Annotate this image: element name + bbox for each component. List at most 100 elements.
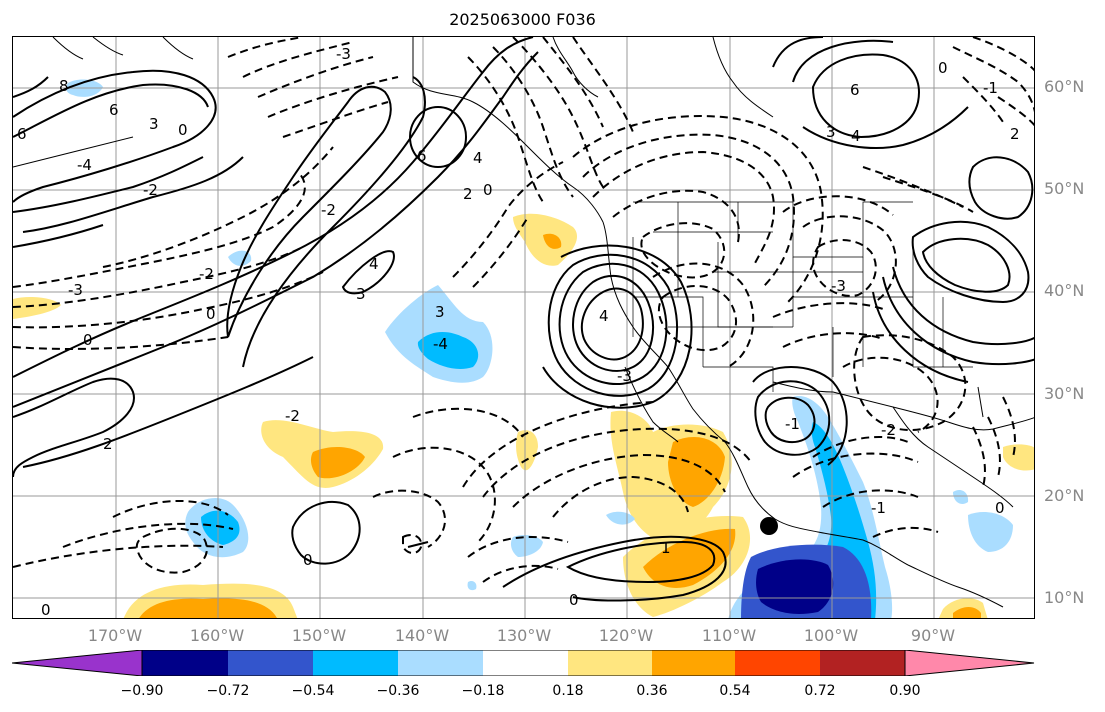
contour-label: 3: [826, 123, 836, 141]
solid-contours: [13, 37, 1034, 602]
warm-anomaly-baja-core: [668, 437, 725, 507]
colorbar-segment: [228, 650, 313, 676]
map-canvas: -3 8 6 6 3 0 -4 -2 6 4 2 0 -2 -3 0 4 3 -…: [13, 37, 1034, 619]
colorbar-tick: 0.90: [889, 683, 921, 699]
warm-anomaly-central-core: [310, 446, 365, 479]
contour-label: 0: [83, 331, 93, 349]
colorbar-tick: −0.18: [461, 683, 505, 699]
lon-label: 170°W: [87, 626, 143, 645]
warm-anomaly-coast-core: [543, 233, 562, 249]
warm-anomaly-east: [1003, 444, 1034, 471]
contour-label: 4: [851, 127, 861, 145]
colorbar-segment: [398, 650, 483, 676]
colorbar-min-extend: [12, 650, 143, 676]
cool-anomaly-west-core: [201, 510, 240, 545]
shaded-anomalies: [13, 79, 1034, 618]
contour-label: 4: [473, 149, 483, 167]
contour-label: 6: [417, 147, 427, 165]
colorbar-segment: [735, 650, 820, 676]
contour-label: 6: [850, 81, 860, 99]
lon-label: 160°W: [189, 626, 245, 645]
colorbar-segment: [820, 650, 905, 676]
contour-label: -3: [831, 277, 846, 295]
warm-anomaly-small: [516, 430, 538, 471]
colorbar-tick: 0.54: [719, 683, 751, 699]
contour-label: -3: [68, 281, 83, 299]
colorbar-tick: 0.72: [804, 683, 836, 699]
contour-label: -4: [433, 335, 448, 353]
lon-label: 140°W: [394, 626, 450, 645]
colorbar-segment: [313, 650, 398, 676]
warm-anomaly-pacific-south-core: [139, 598, 277, 618]
contour-label: 3: [356, 285, 366, 303]
contour-label: 1: [661, 539, 671, 557]
contour-label: 3: [149, 115, 159, 133]
contour-label: 0: [569, 591, 579, 609]
contour-label: 2: [1010, 125, 1020, 143]
warm-anomaly-southeast-core: [953, 607, 981, 618]
contour-label: 4: [599, 307, 609, 325]
colorbar-segment: [568, 650, 652, 676]
coastlines: [13, 37, 1034, 608]
cool-anomaly-central-core: [417, 332, 479, 370]
cool-anomaly-tiny: [467, 580, 477, 591]
colorbar: [12, 650, 1035, 676]
colorbar-segment: [142, 650, 228, 676]
cool-anomaly-islands: [510, 534, 543, 557]
lat-label: 60°N: [1044, 77, 1085, 96]
lat-label: 30°N: [1044, 384, 1085, 403]
lon-label: 90°W: [910, 626, 956, 645]
contour-label: -2: [285, 407, 300, 425]
colorbar-tick: −0.54: [291, 683, 335, 699]
contour-label: 0: [41, 601, 51, 619]
contour-label: 6: [109, 101, 119, 119]
graticule: [13, 37, 1034, 618]
colorbar-tick: −0.72: [206, 683, 250, 699]
contour-label: 2: [463, 185, 473, 203]
contour-label: 3: [435, 303, 445, 321]
colorbar-max-extend: [904, 650, 1035, 676]
cool-anomaly-caribbean: [968, 512, 1013, 552]
contour-label: 0: [483, 181, 493, 199]
lat-label: 50°N: [1044, 179, 1085, 198]
lat-label: 40°N: [1044, 281, 1085, 300]
lat-label: 10°N: [1044, 588, 1085, 607]
map-title: 2025063000 F036: [449, 10, 596, 29]
lon-label: 100°W: [803, 626, 859, 645]
contour-label: -2: [881, 421, 896, 439]
colorbar-segment: [483, 650, 568, 676]
contour-label: -4: [77, 156, 92, 174]
cool-anomaly-mexico-deep: [756, 559, 834, 614]
contour-label: 8: [59, 77, 69, 95]
location-marker: [760, 517, 778, 535]
colorbar-segment: [652, 650, 735, 676]
contour-label: -1: [983, 79, 998, 97]
contour-label: 0: [303, 551, 313, 569]
contour-label: -2: [143, 181, 158, 199]
dashed-contours: [13, 37, 1034, 583]
contour-label: 0: [995, 499, 1005, 517]
contour-label: -2: [321, 201, 336, 219]
contour-label: 6: [17, 125, 27, 143]
colorbar-tick: −0.90: [120, 683, 164, 699]
lon-label: 130°W: [496, 626, 552, 645]
colorbar-tick: 0.18: [552, 683, 584, 699]
lat-label: 20°N: [1044, 486, 1085, 505]
contour-label: 0: [206, 305, 216, 323]
colorbar-tick: 0.36: [636, 683, 668, 699]
cool-anomaly-small-east: [953, 490, 969, 504]
contour-labels: -3 8 6 6 3 0 -4 -2 6 4 2 0 -2 -3 0 4 3 -…: [17, 45, 1020, 619]
lon-label: 150°W: [291, 626, 347, 645]
contour-label: -1: [785, 415, 800, 433]
contour-label: -3: [336, 45, 351, 63]
contour-label: -1: [871, 499, 886, 517]
colorbar-tick: −0.36: [376, 683, 420, 699]
cool-anomaly-small-mid: [606, 511, 635, 525]
map-panel: -3 8 6 6 3 0 -4 -2 6 4 2 0 -2 -3 0 4 3 -…: [12, 36, 1035, 619]
contour-label: -2: [199, 265, 214, 283]
contour-label: 0: [178, 121, 188, 139]
lon-label: 120°W: [598, 626, 654, 645]
lon-label: 110°W: [701, 626, 757, 645]
warm-anomaly-west-left: [13, 297, 61, 319]
contour-label: -3: [617, 367, 632, 385]
